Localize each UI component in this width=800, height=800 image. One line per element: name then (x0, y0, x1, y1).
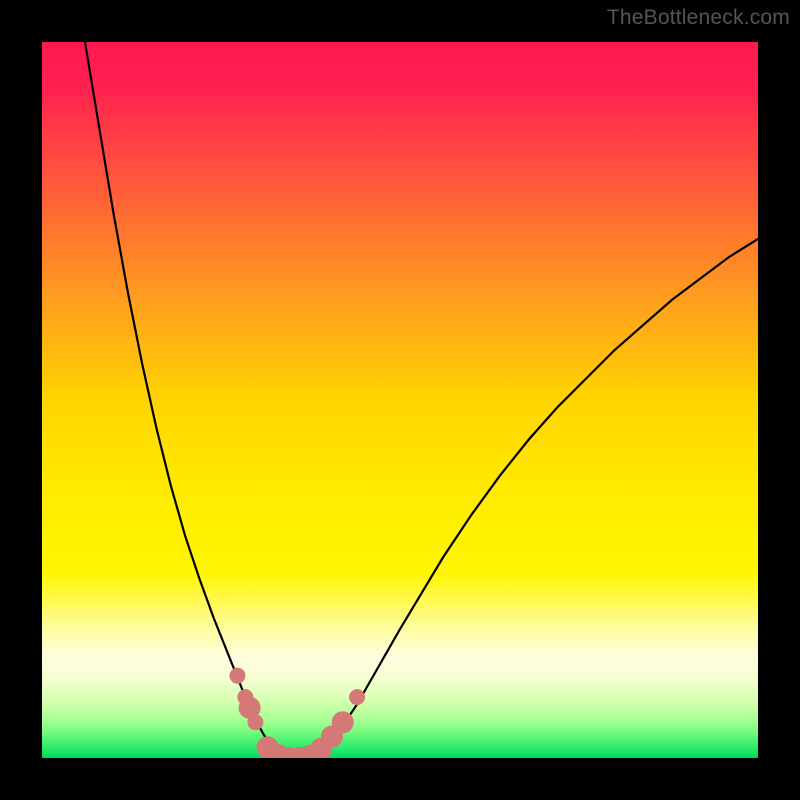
chart-container: TheBottleneck.com (0, 0, 800, 800)
marker-point (349, 689, 365, 705)
marker-point (247, 714, 263, 730)
marker-point (229, 668, 245, 684)
watermark: TheBottleneck.com (607, 6, 790, 30)
plot-area (42, 42, 758, 758)
marker-point (332, 711, 354, 733)
bottleneck-chart (42, 42, 758, 758)
